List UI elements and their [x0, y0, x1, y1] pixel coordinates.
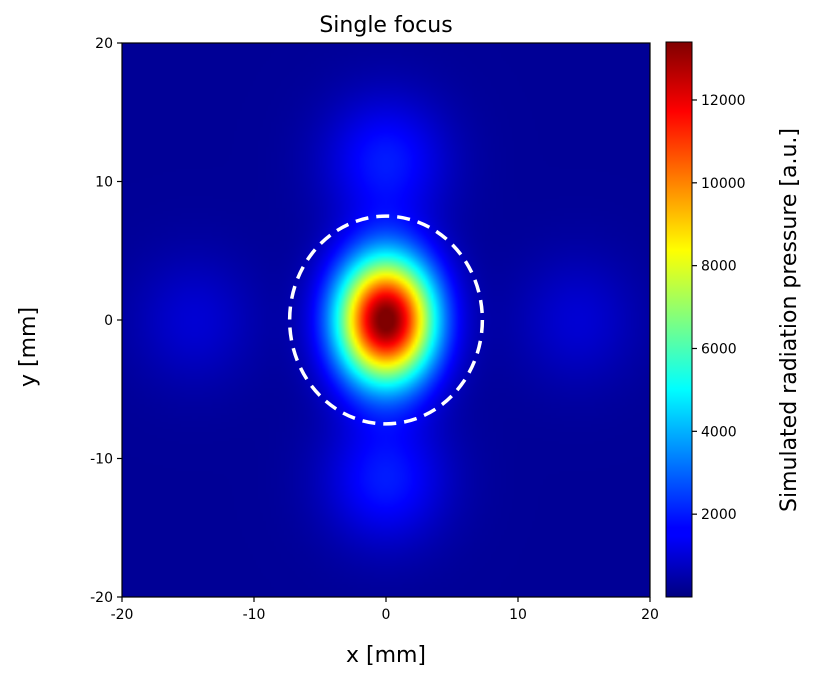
y-axis-ticks: -20 -10 0 10 20	[90, 36, 122, 606]
colorbar-tick-label: 6000	[701, 341, 737, 357]
colorbar: 2000 4000 6000 8000 10000 12000	[665, 41, 746, 598]
y-tick-label: -10	[90, 452, 113, 468]
plot-area	[121, 42, 651, 598]
focus-region-circle	[287, 214, 485, 426]
colorbar-ticks: 2000 4000 6000 8000 10000 12000	[692, 93, 746, 523]
x-tick-label: 10	[509, 607, 527, 623]
x-tick-label: -20	[111, 607, 134, 623]
y-tick-label: -20	[90, 590, 113, 606]
x-tick-label: 0	[382, 607, 391, 623]
colorbar-tick-label: 2000	[701, 507, 737, 523]
y-tick-label: 20	[95, 36, 113, 52]
colorbar-tick-label: 8000	[701, 259, 737, 275]
colorbar-tick-label: 12000	[701, 93, 746, 109]
x-axis-label: x [mm]	[346, 643, 426, 668]
x-tick-label: -10	[243, 607, 266, 623]
colorbar-label: Simulated radiation pressure [a.u.]	[777, 128, 802, 512]
colorbar-tick-label: 10000	[701, 176, 746, 192]
y-tick-label: 10	[95, 175, 113, 191]
x-axis-ticks: -20 -10 0 10 20	[111, 597, 659, 623]
y-tick-label: 0	[104, 313, 113, 329]
heatmap-image	[122, 43, 650, 597]
y-axis-label: y [mm]	[16, 307, 41, 387]
x-tick-label: 20	[641, 607, 659, 623]
chart-title: Single focus	[319, 13, 452, 38]
colorbar-tick-label: 4000	[701, 424, 737, 440]
colorbar-gradient	[665, 41, 693, 598]
